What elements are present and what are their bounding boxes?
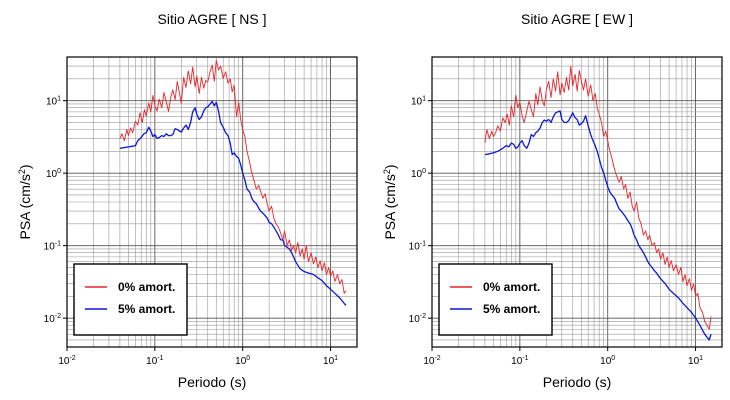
panel-2-frame: [431, 56, 723, 348]
panel-1-xtick-label: 101: [323, 355, 338, 367]
panel-1-frame: [66, 56, 358, 348]
panel-2-xlabel: Periodo (s): [543, 374, 611, 390]
panel-1-grid: [66, 56, 358, 348]
panel-1-legend-box: [73, 263, 188, 336]
panel-2-legend-label-1: 0% amort.: [483, 280, 540, 294]
panel-1-legend-label-2: 5% amort.: [118, 302, 175, 316]
panel-2-xtick-label: 10-2: [423, 355, 440, 367]
panel-1-legend: 0% amort. 5% amort.: [73, 263, 188, 336]
panel-2-xtick-label: 101: [688, 355, 703, 367]
panel-2-series-red-line: [484, 65, 712, 330]
panel-2-legend-label-2: 5% amort.: [483, 302, 540, 316]
panel-2-ytick-label: 10-1: [409, 241, 426, 253]
panel-1-xtick-label: 10-1: [146, 355, 163, 367]
panel-2-xtick-label: 100: [600, 355, 615, 367]
panel-1-ytick-label: 100: [46, 168, 61, 180]
panel-1-xlabel: Periodo (s): [178, 374, 246, 390]
panel-2-title: Sitio AGRE [ EW ]: [521, 11, 633, 27]
panel-2-ylabel: PSA (cm/s2): [382, 164, 398, 239]
panel-1-ytick-label: 101: [46, 96, 61, 108]
panel-2-xtick-label: 10-1: [511, 355, 528, 367]
panel-2-series-blue-line: [484, 110, 712, 341]
panel-1-series-red-line: [119, 59, 347, 294]
panel-2: 10-2 10-1 100 101 10-2 10-1 100 101 Sitio AGRE […: [382, 11, 723, 390]
panel-2-ytick-label: 101: [411, 96, 426, 108]
panel-1-ytick-label: 10-1: [44, 241, 61, 253]
panel-2-ytick-label: 10-2: [409, 313, 426, 325]
panel-1: 10-2 10-1 100 101 10-2 10-1 100 101 Sitio AGRE […: [17, 11, 358, 390]
panel-1-title: Sitio AGRE [ NS ]: [158, 11, 267, 27]
panel-2-legend-box: [438, 263, 553, 336]
panel-1-ylabel: PSA (cm/s2): [17, 164, 33, 239]
panel-1-ytick-label: 10-2: [44, 313, 61, 325]
panel-2-legend: 0% amort. 5% amort.: [438, 263, 553, 336]
panel-1-xtick-label: 10-2: [58, 355, 75, 367]
panel-1-series-blue-line: [119, 100, 347, 306]
panel-1-xtick-label: 100: [235, 355, 250, 367]
panel-1-legend-label-1: 0% amort.: [118, 280, 175, 294]
panel-2-ytick-label: 100: [411, 168, 426, 180]
